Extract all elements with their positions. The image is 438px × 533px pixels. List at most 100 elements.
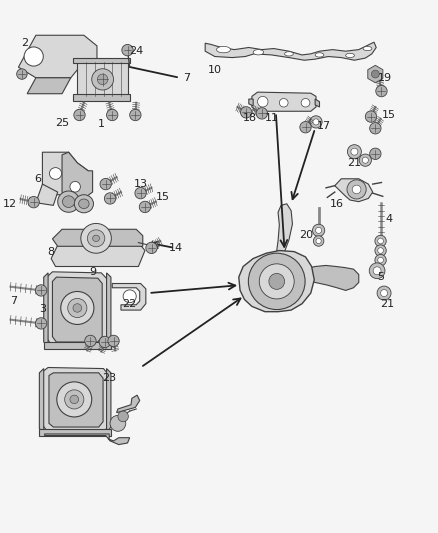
Ellipse shape — [279, 99, 288, 107]
Ellipse shape — [378, 238, 383, 244]
Ellipse shape — [371, 70, 379, 78]
Polygon shape — [49, 373, 103, 427]
Ellipse shape — [359, 154, 371, 166]
Ellipse shape — [216, 46, 230, 53]
Ellipse shape — [73, 304, 82, 312]
Ellipse shape — [378, 257, 383, 263]
Ellipse shape — [100, 179, 111, 190]
Polygon shape — [27, 78, 71, 94]
Ellipse shape — [81, 223, 111, 253]
Ellipse shape — [123, 290, 136, 303]
Ellipse shape — [139, 201, 151, 213]
Ellipse shape — [58, 191, 80, 212]
Ellipse shape — [313, 236, 324, 246]
Polygon shape — [315, 99, 319, 107]
Polygon shape — [42, 368, 109, 432]
Text: 7: 7 — [10, 296, 17, 306]
Polygon shape — [112, 284, 146, 310]
Ellipse shape — [363, 46, 372, 51]
Polygon shape — [47, 272, 108, 346]
Ellipse shape — [377, 286, 391, 300]
Ellipse shape — [63, 196, 75, 207]
Ellipse shape — [373, 267, 381, 274]
Ellipse shape — [130, 109, 141, 120]
Ellipse shape — [352, 185, 361, 193]
Ellipse shape — [28, 197, 39, 208]
Ellipse shape — [24, 47, 43, 66]
Ellipse shape — [375, 235, 386, 247]
Ellipse shape — [85, 335, 96, 346]
Polygon shape — [44, 273, 48, 346]
Ellipse shape — [375, 245, 386, 256]
Text: 17: 17 — [317, 120, 331, 131]
Ellipse shape — [378, 248, 383, 253]
Polygon shape — [205, 42, 376, 60]
Ellipse shape — [310, 116, 322, 128]
Ellipse shape — [365, 111, 377, 122]
FancyBboxPatch shape — [78, 62, 127, 96]
Ellipse shape — [35, 285, 47, 296]
Ellipse shape — [49, 167, 62, 179]
Text: 23: 23 — [102, 373, 116, 383]
Ellipse shape — [269, 273, 285, 289]
Text: 14: 14 — [169, 243, 183, 253]
Ellipse shape — [68, 298, 87, 318]
Text: 3: 3 — [39, 304, 46, 314]
Ellipse shape — [108, 335, 119, 346]
Ellipse shape — [35, 318, 47, 329]
Ellipse shape — [285, 52, 293, 56]
FancyBboxPatch shape — [73, 94, 130, 101]
Polygon shape — [36, 184, 58, 205]
Ellipse shape — [17, 69, 27, 79]
Ellipse shape — [375, 254, 386, 266]
Polygon shape — [45, 434, 130, 445]
Ellipse shape — [347, 180, 366, 199]
Ellipse shape — [313, 119, 319, 125]
Text: 12: 12 — [3, 199, 17, 209]
Text: 9: 9 — [89, 267, 96, 277]
Polygon shape — [39, 368, 44, 432]
Ellipse shape — [79, 199, 89, 208]
Polygon shape — [42, 152, 88, 195]
Ellipse shape — [370, 148, 381, 159]
Text: 15: 15 — [382, 110, 396, 120]
Polygon shape — [306, 265, 359, 290]
Polygon shape — [249, 99, 253, 106]
Ellipse shape — [312, 224, 325, 237]
Text: 4: 4 — [386, 214, 393, 224]
Text: 2: 2 — [21, 38, 28, 48]
Ellipse shape — [110, 415, 126, 431]
Ellipse shape — [74, 109, 85, 120]
Text: 22: 22 — [123, 298, 137, 309]
Text: 6: 6 — [35, 174, 42, 184]
Ellipse shape — [118, 411, 128, 422]
Polygon shape — [252, 92, 316, 111]
Ellipse shape — [135, 188, 146, 199]
Ellipse shape — [376, 85, 387, 97]
Ellipse shape — [99, 336, 110, 348]
Polygon shape — [51, 245, 145, 266]
Polygon shape — [18, 35, 97, 78]
Ellipse shape — [369, 263, 385, 279]
Text: 15: 15 — [155, 192, 170, 203]
Ellipse shape — [122, 44, 133, 56]
Text: 18: 18 — [243, 112, 257, 123]
Ellipse shape — [316, 238, 321, 244]
Ellipse shape — [104, 193, 116, 204]
Ellipse shape — [97, 74, 108, 85]
Ellipse shape — [92, 235, 99, 241]
Ellipse shape — [74, 195, 93, 213]
Ellipse shape — [362, 157, 368, 163]
Text: 19: 19 — [378, 73, 392, 83]
Text: 16: 16 — [330, 199, 344, 209]
Polygon shape — [335, 179, 373, 201]
Polygon shape — [117, 395, 140, 413]
Polygon shape — [239, 251, 314, 312]
Text: 25: 25 — [55, 118, 69, 128]
Polygon shape — [53, 277, 102, 342]
Ellipse shape — [240, 107, 252, 118]
Polygon shape — [39, 429, 111, 435]
FancyBboxPatch shape — [73, 58, 130, 63]
Text: 10: 10 — [208, 65, 222, 75]
Text: 11: 11 — [265, 112, 279, 123]
